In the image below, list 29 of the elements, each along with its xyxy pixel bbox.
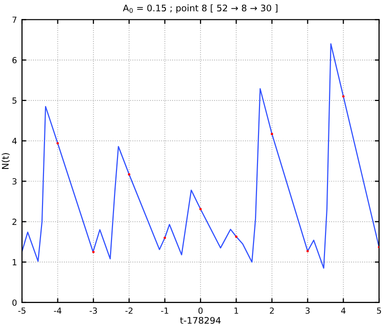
y-tick-label: 1: [12, 259, 16, 266]
point: [128, 173, 130, 176]
point: [306, 250, 309, 252]
y-tick-label: 0: [12, 299, 17, 306]
x-tick-label: -1: [161, 308, 168, 314]
chart-title: A$_{0}$ = 0.15 ; point 8 [ 52 → 8 → 30 ]: [122, 4, 278, 14]
point: [199, 208, 202, 210]
y-tick-label: 6: [12, 57, 17, 64]
x-tick-label: 1: [234, 308, 238, 314]
y-tick-label: 4: [12, 138, 17, 144]
x-tick-label: -2: [125, 307, 132, 314]
x-tick-label: 4: [341, 308, 346, 314]
y-tick-label: 2: [12, 218, 16, 225]
y-axis-title: N(t): [2, 153, 10, 169]
line-series: [22, 43, 380, 269]
x-tick-label: 2: [270, 307, 274, 314]
x-axis-title: t-178294: [180, 316, 221, 324]
x-tick-label: 5: [377, 308, 381, 314]
y-tick-label: 3: [12, 178, 16, 185]
point: [92, 250, 95, 254]
y-tick-label: 5: [12, 98, 16, 104]
point: [342, 95, 345, 98]
y-tick-label: 7: [12, 16, 16, 23]
x-tick-label: 3: [306, 307, 310, 314]
x-tick-label: -3: [90, 307, 97, 314]
x-tick-label: -4: [54, 308, 62, 314]
point: [164, 236, 166, 240]
x-tick-label: -5: [18, 308, 26, 314]
x-tick-label: 0: [198, 307, 203, 314]
